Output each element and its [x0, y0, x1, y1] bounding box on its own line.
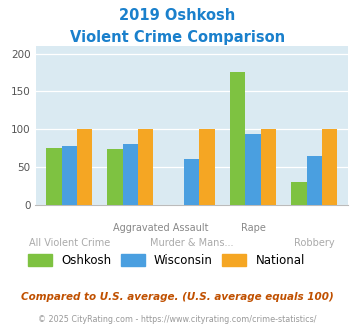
Bar [322, 129, 337, 205]
Text: 2019 Oshkosh: 2019 Oshkosh [119, 8, 236, 23]
Text: Rape: Rape [241, 223, 266, 233]
Bar [61, 146, 77, 205]
Text: Aggravated Assault: Aggravated Assault [113, 223, 209, 233]
Bar [230, 72, 245, 205]
Bar [108, 149, 123, 205]
Text: Murder & Mans...: Murder & Mans... [150, 238, 234, 248]
Bar [46, 148, 61, 205]
Bar [123, 144, 138, 205]
Bar [77, 129, 92, 205]
Bar [245, 134, 261, 205]
Legend: Oshkosh, Wisconsin, National: Oshkosh, Wisconsin, National [24, 249, 310, 271]
Bar [184, 159, 200, 205]
Bar [261, 129, 276, 205]
Bar [200, 129, 215, 205]
Text: Compared to U.S. average. (U.S. average equals 100): Compared to U.S. average. (U.S. average … [21, 292, 334, 302]
Text: © 2025 CityRating.com - https://www.cityrating.com/crime-statistics/: © 2025 CityRating.com - https://www.city… [38, 315, 317, 324]
Bar [138, 129, 153, 205]
Bar [291, 182, 307, 205]
Text: Robbery: Robbery [294, 238, 334, 248]
Text: All Violent Crime: All Violent Crime [28, 238, 110, 248]
Bar [307, 156, 322, 205]
Text: Violent Crime Comparison: Violent Crime Comparison [70, 30, 285, 45]
